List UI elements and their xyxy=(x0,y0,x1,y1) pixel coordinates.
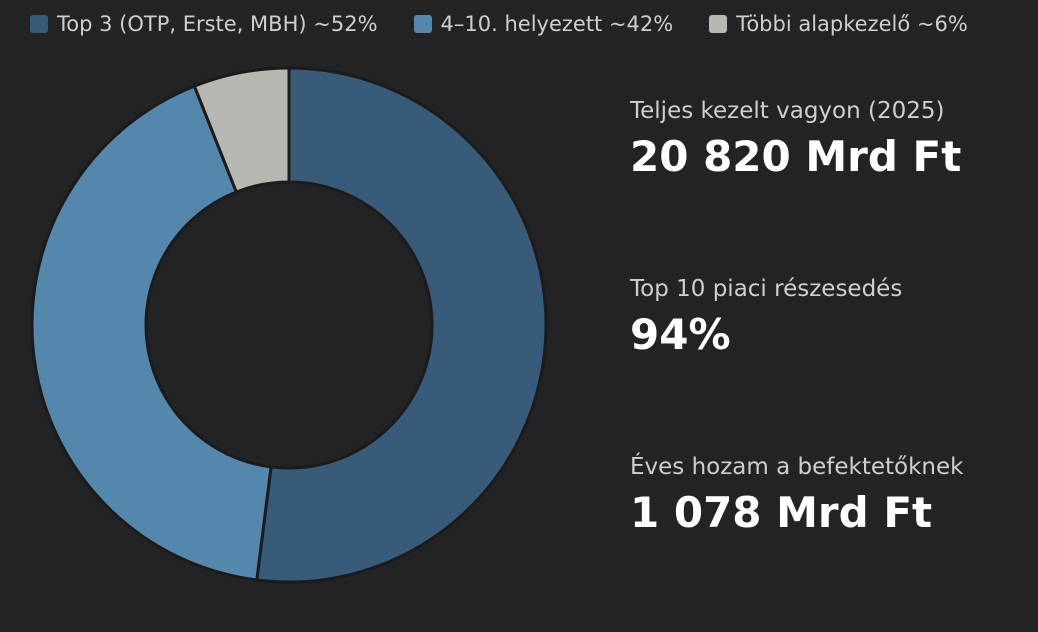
donut-slice xyxy=(30,84,273,582)
legend-label: Top 3 (OTP, Erste, MBH) ~52% xyxy=(57,12,378,36)
donut-slice xyxy=(192,66,291,194)
legend-label: 4–10. helyezett ~42% xyxy=(440,12,674,36)
legend-swatch xyxy=(30,15,48,33)
legend-item: 4–10. helyezett ~42% xyxy=(413,12,674,36)
stat: Teljes kezelt vagyon (2025) 20 820 Mrd Ft xyxy=(630,98,963,276)
stat-label: Teljes kezelt vagyon (2025) xyxy=(630,98,945,124)
stat-label: Éves hozam a befektetőknek xyxy=(630,454,964,480)
stat-label: Top 10 piaci részesedés xyxy=(630,276,903,302)
legend-swatch xyxy=(709,15,728,33)
donut-slice xyxy=(255,66,548,584)
donut-chart xyxy=(30,66,548,584)
page: Top 3 (OTP, Erste, MBH) ~52% 4–10. helyez… xyxy=(30,12,968,584)
legend-item: Többi alapkezelő ~6% xyxy=(709,12,968,36)
stat-value: 1 078 Mrd Ft xyxy=(630,488,933,537)
legend: Top 3 (OTP, Erste, MBH) ~52% 4–10. helyez… xyxy=(30,12,968,36)
legend-item: Top 3 (OTP, Erste, MBH) ~52% xyxy=(30,12,378,36)
stat-value: 20 820 Mrd Ft xyxy=(630,132,962,181)
stats: Teljes kezelt vagyon (2025) 20 820 Mrd Ft… xyxy=(630,98,963,632)
stat-value: 94% xyxy=(630,310,731,359)
stat: Top 10 piaci részesedés 94% xyxy=(630,276,963,454)
legend-label: Többi alapkezelő ~6% xyxy=(736,12,968,36)
legend-swatch xyxy=(413,15,432,33)
stat: Éves hozam a befektetőknek 1 078 Mrd Ft xyxy=(630,454,963,632)
